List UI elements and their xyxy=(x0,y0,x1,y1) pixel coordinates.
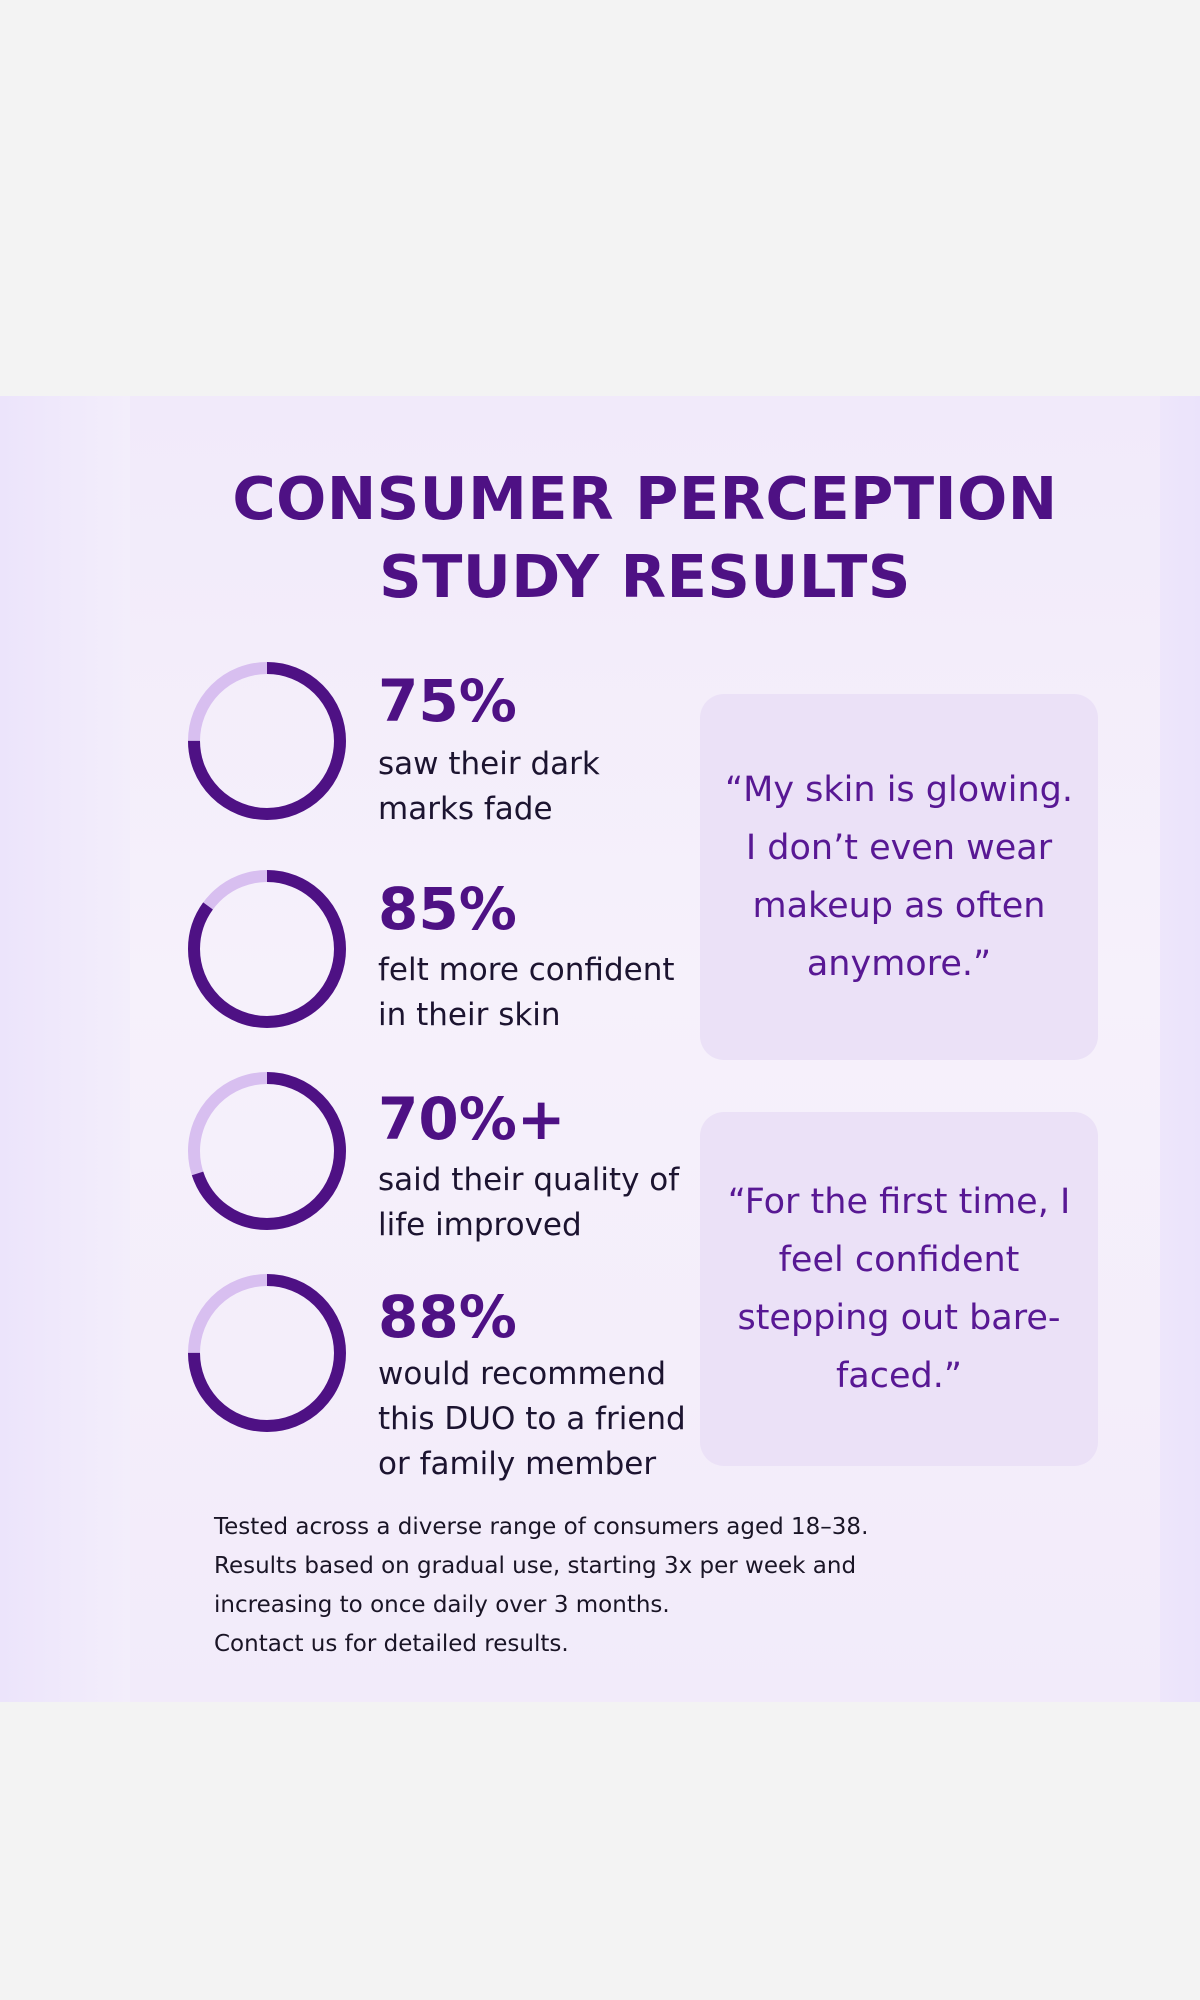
donut-ring-icon xyxy=(188,662,346,820)
donut-ring-icon xyxy=(188,870,346,1028)
stat-value: 85% xyxy=(378,875,517,943)
footnote-line: Tested across a diverse range of consume… xyxy=(214,1514,869,1540)
stat-description: said their quality of life improved xyxy=(378,1162,680,1243)
footnote-line: Contact us for detailed results. xyxy=(214,1631,569,1657)
donut-ring-icon xyxy=(188,1072,346,1230)
stat-description: felt more confident in their skin xyxy=(378,952,675,1033)
testimonial-quote: “My skin is glowing. I don’t even wear m… xyxy=(724,770,1074,984)
title-line-2: STUDY RESULTS xyxy=(379,542,911,611)
title-line-1: CONSUMER PERCEPTION xyxy=(232,464,1058,533)
study-footnote: Tested across a diverse range of consume… xyxy=(214,1508,974,1664)
testimonial-quote: “For the first time, I feel confident st… xyxy=(727,1182,1071,1396)
footnote-line: increasing to once daily over 3 months. xyxy=(214,1592,670,1618)
testimonial-card-bare-faced: “For the first time, I feel confident st… xyxy=(700,1112,1098,1466)
donut-ring-icon xyxy=(188,1274,346,1432)
stat-description: would recommend this DUO to a friend or … xyxy=(378,1356,686,1482)
stat-value: 88% xyxy=(378,1283,517,1351)
testimonial-card-glowing: “My skin is glowing. I don’t even wear m… xyxy=(700,694,1098,1060)
stat-description: saw their dark marks fade xyxy=(378,746,600,827)
page-title: CONSUMER PERCEPTION STUDY RESULTS xyxy=(130,460,1160,616)
footnote-line: Results based on gradual use, starting 3… xyxy=(214,1553,857,1579)
stat-value: 70%+ xyxy=(378,1085,566,1153)
stat-value: 75% xyxy=(378,667,517,735)
